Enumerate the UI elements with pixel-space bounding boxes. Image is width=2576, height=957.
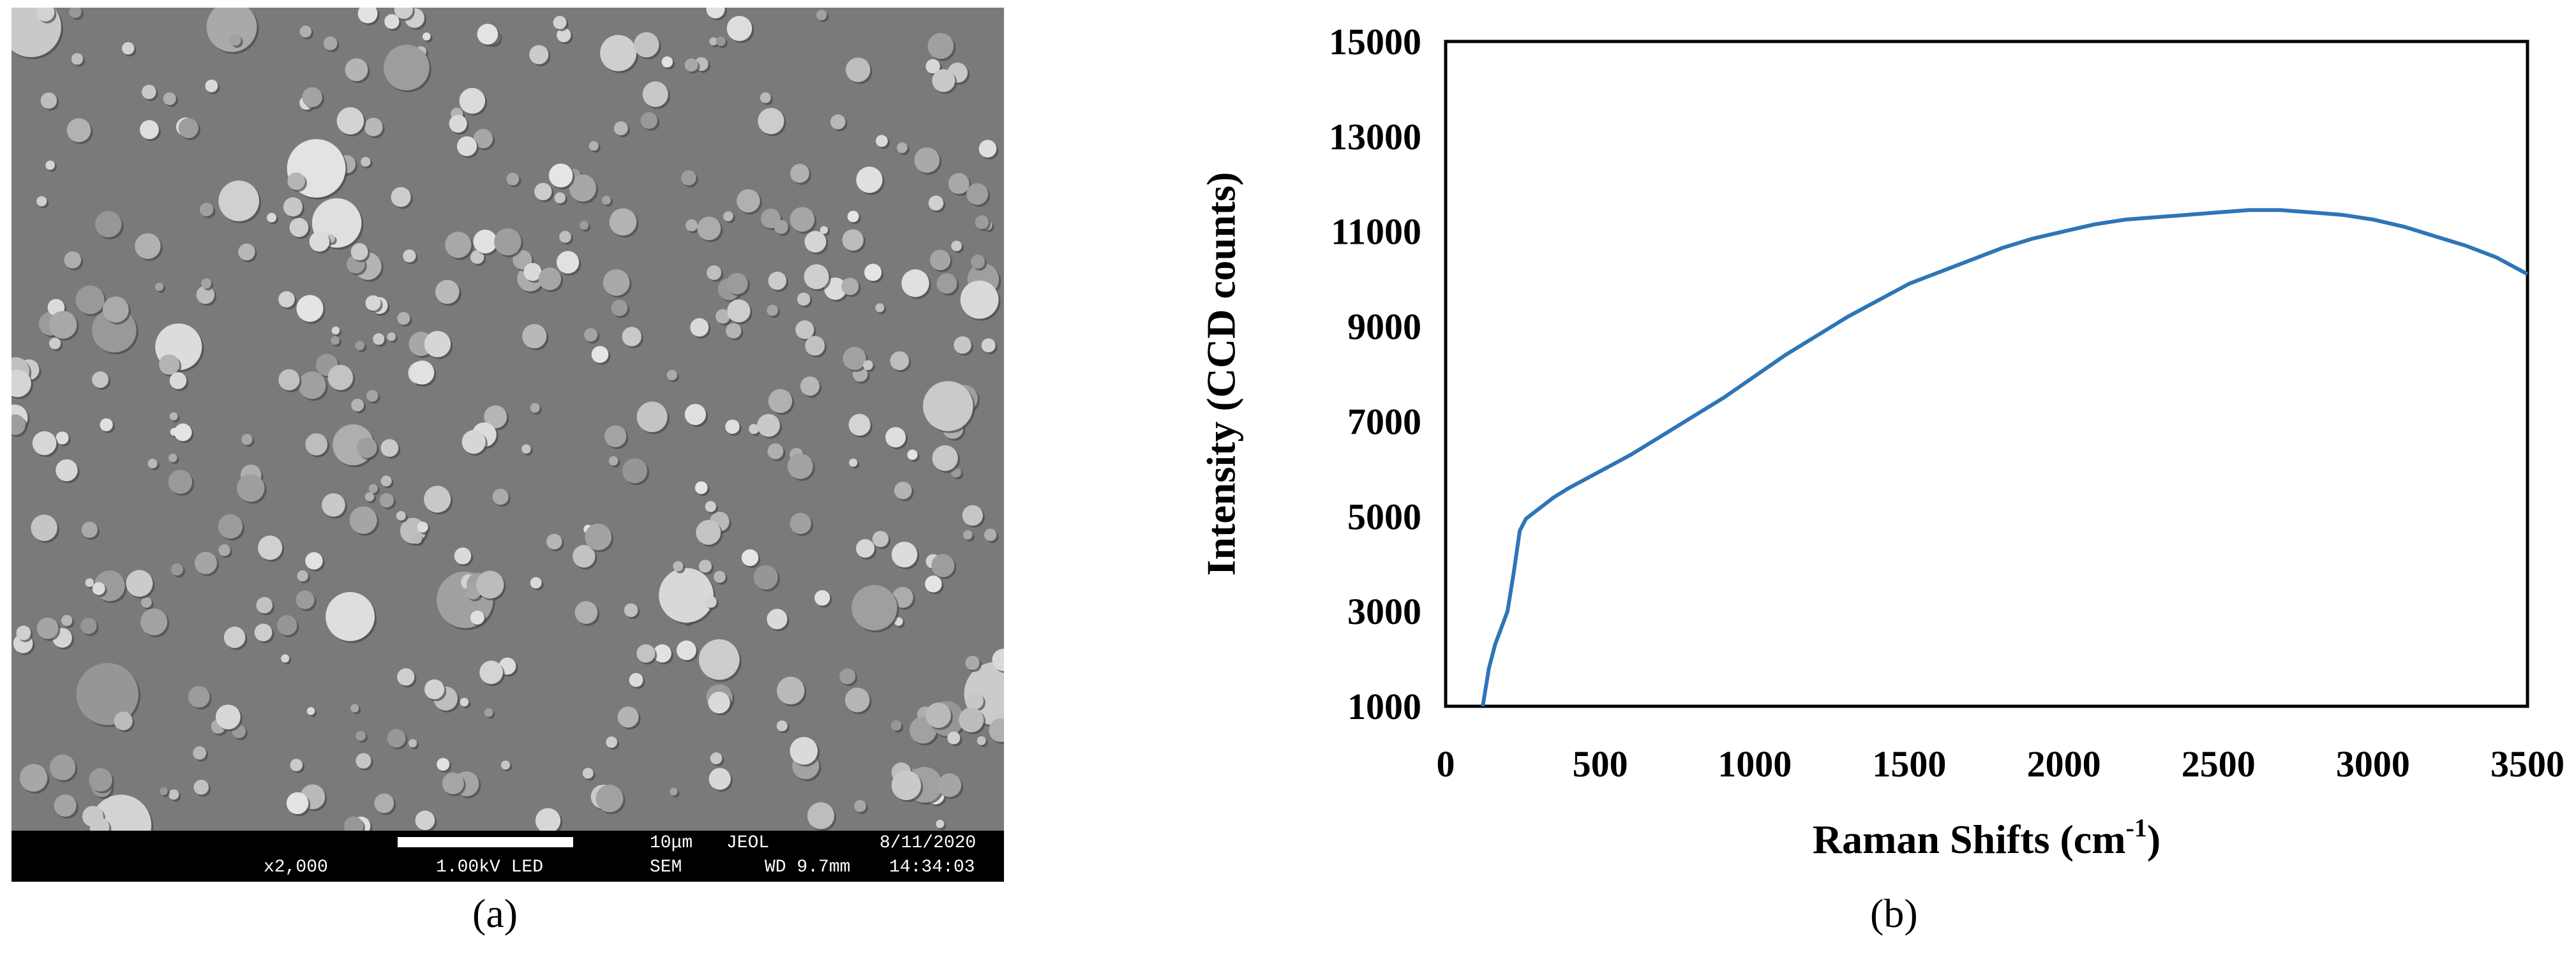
sem-scale-label: 10μm xyxy=(650,833,693,853)
x-tick-label: 3500 xyxy=(2490,743,2565,785)
x-tick-label: 0 xyxy=(1437,743,1455,785)
caption-a: (a) xyxy=(472,891,518,936)
x-tick-label: 500 xyxy=(1573,743,1628,785)
sem-panel: 10μm JEOL 8/11/2020 x2,000 1.00kV LED SE… xyxy=(11,8,1004,882)
y-tick-label: 1000 xyxy=(1347,686,1421,727)
x-tick-label: 1500 xyxy=(1872,743,1946,785)
raman-chart: 1000 3000 5000 7000 9000 11000 13000 15000 0 500 1… xyxy=(1200,21,2565,862)
x-tick-label: 1000 xyxy=(1718,743,1792,785)
x-axis-label: Raman Shifts (cm-1) xyxy=(1813,813,2160,862)
caption-b: (b) xyxy=(1870,891,1918,936)
x-axis-label-suffix: ) xyxy=(2147,817,2160,862)
x-tick-label: 2500 xyxy=(2182,743,2256,785)
y-tick-label: 7000 xyxy=(1347,401,1421,442)
series-line-raman xyxy=(1481,208,2529,707)
y-tick-label: 9000 xyxy=(1347,306,1421,348)
x-tick-label: 2000 xyxy=(2027,743,2101,785)
sem-micrograph xyxy=(11,8,1004,831)
sem-particles xyxy=(11,8,1004,831)
sem-brand: JEOL xyxy=(726,833,770,853)
plot-frame xyxy=(1444,40,2529,708)
sem-voltage: 1.00kV LED xyxy=(436,857,544,877)
sem-date: 8/11/2020 xyxy=(880,833,977,853)
y-tick-label: 13000 xyxy=(1329,116,1421,158)
x-tick-label: 3000 xyxy=(2336,743,2410,785)
y-tick-label: 15000 xyxy=(1329,21,1421,63)
y-axis-label: Intensity (CCD counts) xyxy=(1200,172,1244,576)
y-tick-label: 3000 xyxy=(1347,591,1421,632)
sem-magnification: x2,000 xyxy=(264,857,328,877)
sem-info-bar: 10μm JEOL 8/11/2020 x2,000 1.00kV LED SE… xyxy=(11,831,1004,882)
y-tick-label: 11000 xyxy=(1331,211,1421,253)
tick-layer: 1000 3000 5000 7000 9000 11000 13000 15000 0 500 1… xyxy=(1329,21,2565,785)
x-axis-label-sup: -1 xyxy=(2126,813,2147,842)
sem-mode: SEM xyxy=(650,857,682,877)
y-tick-label: 5000 xyxy=(1347,496,1421,537)
x-axis-label-main: Raman Shifts (cm xyxy=(1813,817,2126,862)
sem-time: 14:34:03 xyxy=(889,857,975,877)
sem-wd: WD 9.7mm xyxy=(765,857,851,877)
scale-bar xyxy=(398,837,573,847)
